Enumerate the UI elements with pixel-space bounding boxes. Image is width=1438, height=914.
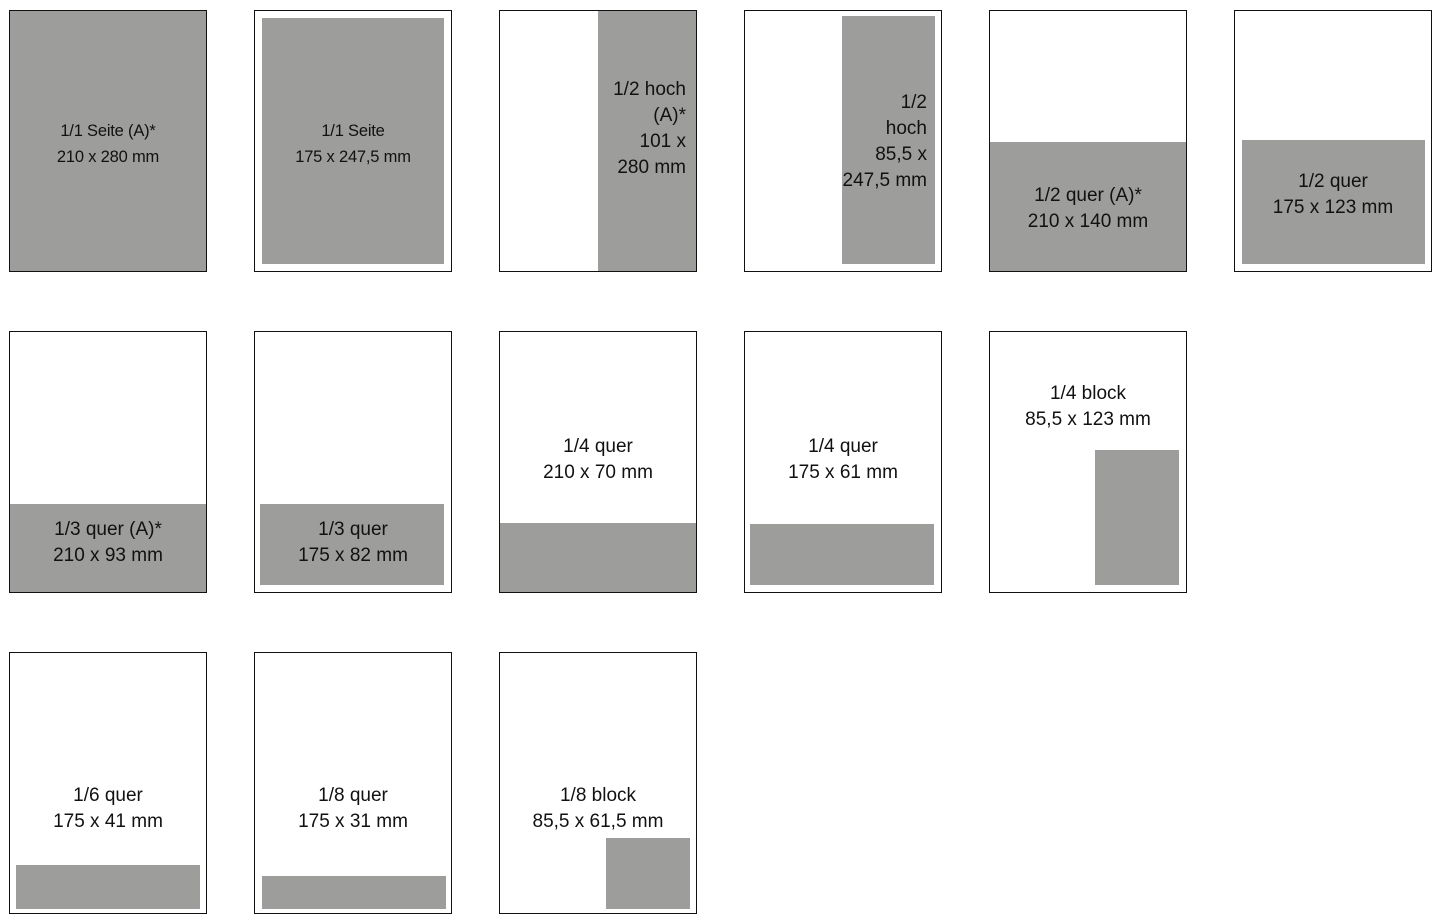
ad-area — [842, 16, 935, 264]
ad-area — [260, 504, 444, 585]
format-label: 1/6 quer 175 x 41 mm — [53, 785, 163, 832]
ad-area — [1242, 140, 1425, 264]
ad-area — [990, 142, 1186, 271]
ad-area — [500, 523, 696, 592]
format-label: 1/2 quer (A)* 210 x 140 mm — [1027, 185, 1149, 232]
format-tile-1-6-quer: 1/6 quer 175 x 41 mm — [9, 652, 207, 914]
format-tile-1-4-block: 1/4 block 85,5 x 123 mm — [989, 331, 1187, 593]
format-tile-1-3-quer: 1/3 quer 175 x 82 mm — [254, 331, 452, 593]
ad-area — [10, 504, 206, 592]
ad-area — [606, 838, 690, 909]
format-tile-1-2-hoch-anschnitt: 1/2 hoch (A)* 101 x 280 mm — [499, 10, 697, 272]
format-label: 1/4 quer 175 x 61 mm — [788, 436, 898, 483]
format-tile-1-1-seite-anschnitt: 1/1 Seite (A)* 210 x 280 mm — [9, 10, 207, 272]
format-tile-1-4-quer-anschnitt: 1/4 quer 210 x 70 mm — [499, 331, 697, 593]
format-tile-1-2-quer-anschnitt: 1/2 quer (A)* 210 x 140 mm — [989, 10, 1187, 272]
format-label: 1/4 block 85,5 x 123 mm — [1025, 383, 1151, 430]
format-tile-1-8-block: 1/8 block 85,5 x 61,5 mm — [499, 652, 697, 914]
ad-area — [1095, 450, 1179, 585]
format-label: 1/8 block 85,5 x 61,5 mm — [532, 785, 664, 832]
format-tile-1-3-quer-anschnitt: 1/3 quer (A)* 210 x 93 mm — [9, 331, 207, 593]
format-tile-1-4-quer: 1/4 quer 175 x 61 mm — [744, 331, 942, 593]
format-label: 1/2 hoch (A)* 101 x 280 mm — [613, 79, 686, 178]
ad-area — [16, 865, 200, 909]
ad-area — [262, 18, 444, 264]
ad-area — [750, 524, 934, 585]
format-label: 1/3 quer (A)* 210 x 93 mm — [53, 519, 163, 566]
ad-area — [598, 11, 696, 271]
ad-area — [10, 11, 206, 271]
format-label: 1/3 quer 175 x 82 mm — [298, 519, 408, 566]
format-tile-1-2-quer: 1/2 quer 175 x 123 mm — [1234, 10, 1432, 272]
format-label: 1/2 hoch 85,5 x 247,5 mm — [842, 92, 927, 191]
format-label: 1/4 quer 210 x 70 mm — [543, 436, 653, 483]
ad-area — [262, 876, 446, 909]
format-tile-1-8-quer: 1/8 quer 175 x 31 mm — [254, 652, 452, 914]
format-label: 1/8 quer 175 x 31 mm — [298, 785, 408, 832]
format-tile-1-1-seite: 1/1 Seite 175 x 247,5 mm — [254, 10, 452, 272]
format-label: 1/2 quer 175 x 123 mm — [1272, 171, 1394, 218]
format-label: 1/1 Seite (A)* 210 x 280 mm — [56, 122, 160, 166]
format-tile-1-2-hoch: 1/2 hoch 85,5 x 247,5 mm — [744, 10, 942, 272]
format-label: 1/1 Seite 175 x 247,5 mm — [295, 122, 411, 166]
